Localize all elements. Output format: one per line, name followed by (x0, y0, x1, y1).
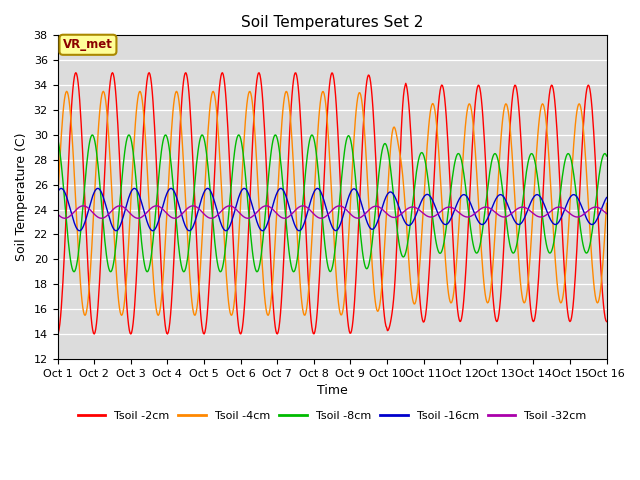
Tsoil -4cm (177, 124, 185, 130)
Legend: Tsoil -2cm, Tsoil -4cm, Tsoil -8cm, Tsoil -16cm, Tsoil -32cm: Tsoil -2cm, Tsoil -4cm, Tsoil -8cm, Tsoi… (73, 407, 591, 425)
X-axis label: Time: Time (317, 384, 348, 397)
Tsoil -2cm (63, 183, 71, 189)
Tsoil -4cm (401, 191, 408, 197)
Tsoil -2cm (205, 276, 213, 282)
Tsoil -8cm (271, 132, 279, 138)
Y-axis label: Soil Temperature (C): Soil Temperature (C) (15, 133, 28, 262)
Tsoil -8cm (176, 252, 184, 258)
Tsoil -4cm (207, 101, 214, 107)
Tsoil -16cm (76, 228, 83, 234)
Tsoil -16cm (122, 206, 129, 212)
Tsoil -4cm (65, 92, 72, 98)
Tsoil -4cm (417, 254, 424, 260)
Tsoil -8cm (603, 153, 611, 159)
Line: Tsoil -2cm: Tsoil -2cm (58, 72, 607, 334)
Tsoil -32cm (63, 215, 71, 220)
Tsoil -2cm (399, 93, 407, 99)
Tsoil -8cm (417, 151, 424, 157)
Line: Tsoil -16cm: Tsoil -16cm (58, 189, 607, 231)
Tsoil -16cm (603, 194, 611, 200)
Tsoil -16cm (417, 201, 424, 207)
Tsoil -4cm (122, 288, 129, 294)
Tsoil -32cm (280, 216, 288, 221)
Tsoil -32cm (417, 208, 424, 214)
Tsoil -32cm (120, 204, 128, 210)
Line: Tsoil -8cm: Tsoil -8cm (58, 135, 607, 272)
Tsoil -2cm (54, 331, 61, 337)
Tsoil -16cm (54, 190, 61, 195)
Tsoil -2cm (177, 118, 184, 124)
Tsoil -4cm (54, 201, 61, 206)
Tsoil -16cm (207, 188, 214, 193)
Tsoil -4cm (63, 88, 70, 94)
Tsoil -2cm (603, 319, 611, 324)
Text: VR_met: VR_met (63, 38, 113, 51)
Tsoil -8cm (290, 269, 298, 275)
Tsoil -8cm (120, 155, 128, 161)
Title: Soil Temperatures Set 2: Soil Temperatures Set 2 (241, 15, 423, 30)
Tsoil -2cm (72, 70, 80, 75)
Tsoil -16cm (177, 211, 185, 216)
Tsoil -32cm (603, 211, 611, 216)
Tsoil -16cm (401, 218, 408, 224)
Tsoil -2cm (415, 291, 423, 297)
Line: Tsoil -4cm: Tsoil -4cm (58, 91, 607, 315)
Tsoil -2cm (121, 268, 129, 274)
Tsoil -32cm (401, 208, 408, 214)
Tsoil -32cm (205, 215, 212, 221)
Tsoil -8cm (63, 230, 71, 236)
Tsoil -32cm (176, 213, 184, 219)
Tsoil -32cm (299, 203, 307, 209)
Line: Tsoil -32cm: Tsoil -32cm (58, 206, 607, 218)
Tsoil -16cm (58, 186, 65, 192)
Tsoil -32cm (54, 211, 61, 217)
Tsoil -16cm (65, 199, 72, 205)
Tsoil -8cm (401, 253, 408, 259)
Tsoil -8cm (54, 135, 61, 141)
Tsoil -4cm (81, 312, 89, 318)
Tsoil -8cm (205, 172, 212, 178)
Tsoil -4cm (603, 201, 611, 206)
